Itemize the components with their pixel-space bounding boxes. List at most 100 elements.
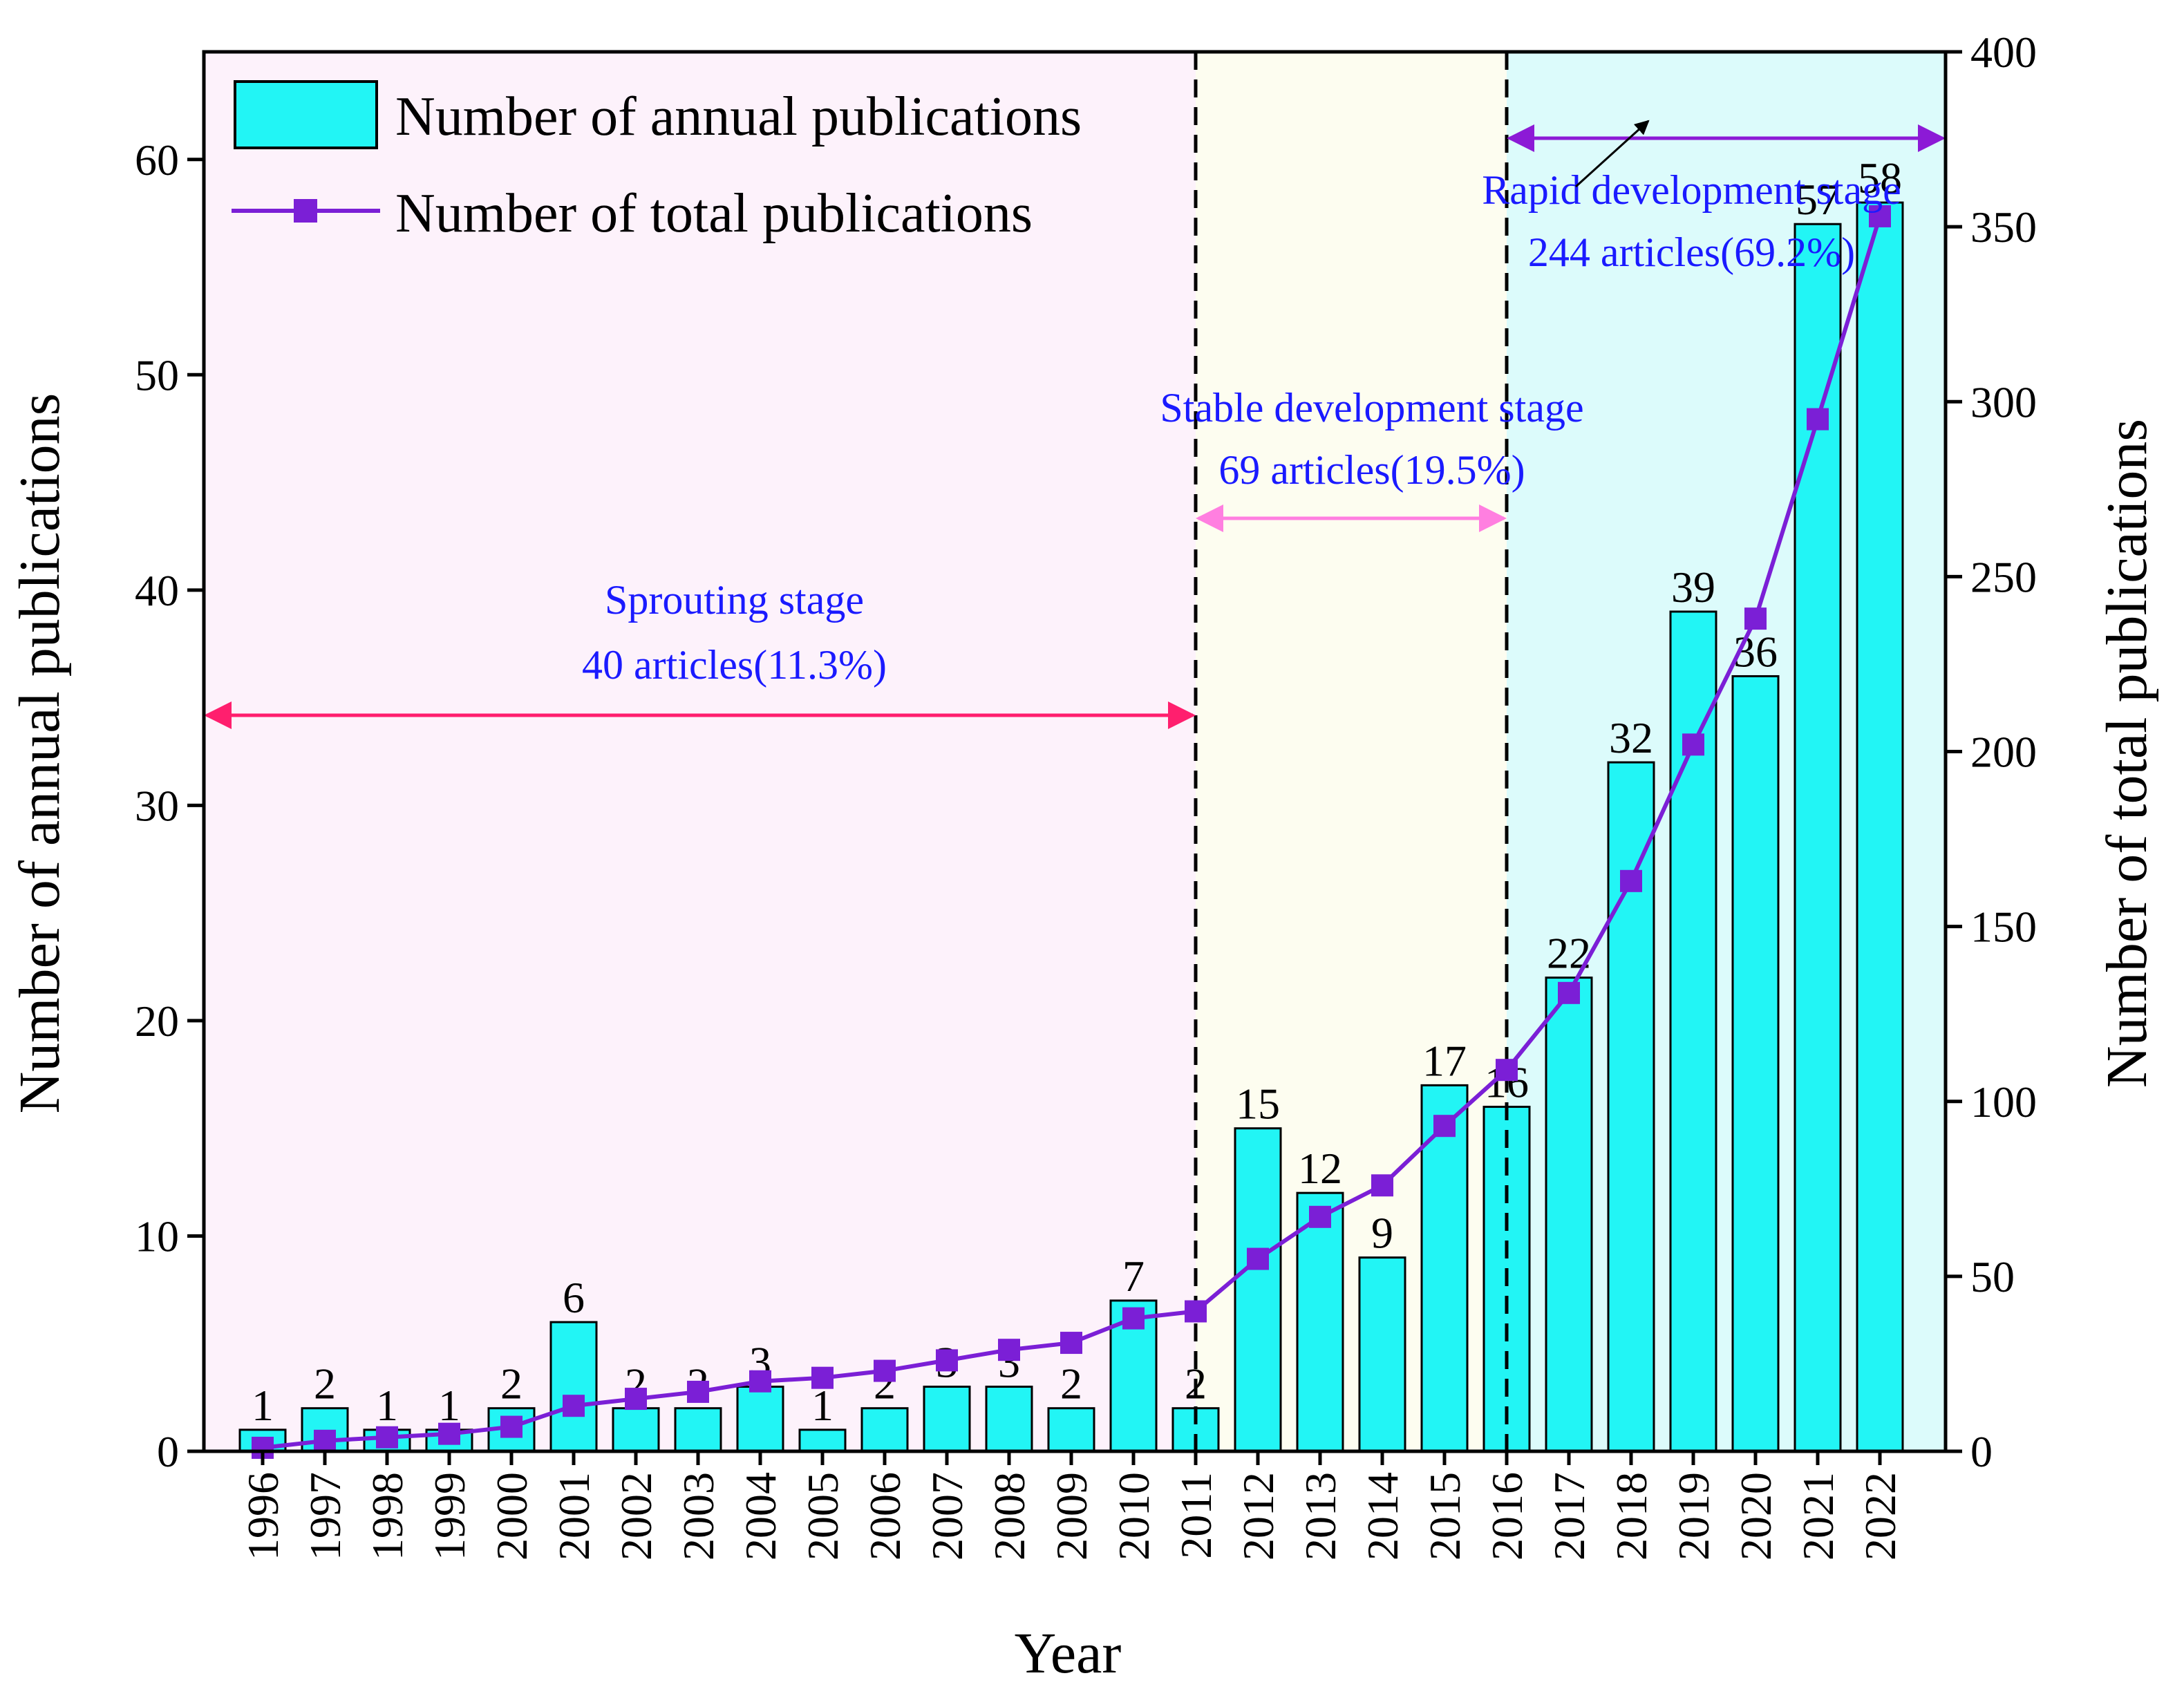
y2-tick-label-250: 250 bbox=[1970, 552, 2037, 601]
bar-2004 bbox=[736, 1386, 784, 1453]
bar-label-2013: 12 bbox=[1298, 1144, 1342, 1193]
total-point-1999 bbox=[438, 1422, 460, 1445]
x-tick-label-2022: 2022 bbox=[1856, 1472, 1905, 1560]
y2-tick-label-400: 400 bbox=[1970, 28, 2037, 77]
stage-title-3: Rapid development stage bbox=[1482, 167, 1901, 213]
bar-label-1996: 1 bbox=[252, 1381, 274, 1430]
x-tick-label-1997: 1997 bbox=[301, 1472, 350, 1560]
x-axis-title: Year bbox=[1015, 1621, 1122, 1686]
total-point-2002 bbox=[625, 1388, 647, 1411]
x-tick-label-2006: 2006 bbox=[860, 1472, 910, 1560]
total-point-2012 bbox=[1247, 1247, 1269, 1270]
x-tick-label-2003: 2003 bbox=[674, 1472, 723, 1560]
bar-2014 bbox=[1358, 1256, 1406, 1453]
x-tick-label-2012: 2012 bbox=[1234, 1472, 1283, 1560]
y2-axis-title: Number of total publications bbox=[2095, 419, 2159, 1088]
x-tick-label-2016: 2016 bbox=[1482, 1472, 1532, 1560]
y-tick-label-10: 10 bbox=[135, 1211, 179, 1261]
total-point-2003 bbox=[687, 1380, 709, 1403]
x-tick-label-2013: 2013 bbox=[1296, 1472, 1345, 1560]
y2-tick-label-150: 150 bbox=[1970, 903, 2037, 952]
x-tick-label-2018: 2018 bbox=[1607, 1472, 1656, 1560]
bar-label-2018: 32 bbox=[1609, 713, 1653, 762]
y2-tick-label-50: 50 bbox=[1970, 1252, 2015, 1301]
total-point-2011 bbox=[1185, 1300, 1207, 1323]
total-point-2013 bbox=[1309, 1205, 1331, 1228]
y-tick-label-30: 30 bbox=[135, 781, 179, 830]
axes: 0 10 20 30 40 50 60 0 50 100 150 200 250 300 350 400 199… bbox=[135, 28, 2037, 1560]
stage-dividers bbox=[1194, 52, 1509, 1451]
x-tick-label-2008: 2008 bbox=[985, 1472, 1034, 1560]
y2-tick-label-100: 100 bbox=[1970, 1077, 2037, 1126]
bar-label-2014: 9 bbox=[1371, 1209, 1393, 1258]
x-tick-label-2021: 2021 bbox=[1794, 1472, 1843, 1560]
y-tick-label-40: 40 bbox=[135, 566, 179, 615]
total-point-2010 bbox=[1122, 1307, 1145, 1330]
bar-label-2019: 39 bbox=[1671, 563, 1715, 612]
y2-tick-label-300: 300 bbox=[1970, 377, 2037, 426]
y-tick-label-50: 50 bbox=[135, 350, 179, 399]
x-tick-label-2017: 2017 bbox=[1545, 1472, 1594, 1560]
annual-bars bbox=[238, 201, 1904, 1453]
total-point-1998 bbox=[376, 1426, 398, 1449]
bar-2008 bbox=[985, 1386, 1033, 1453]
bar-label-2010: 7 bbox=[1122, 1252, 1145, 1301]
total-point-1997 bbox=[314, 1429, 336, 1452]
x-tick-label-2001: 2001 bbox=[549, 1472, 599, 1560]
stage-title-2: Stable development stage bbox=[1160, 385, 1583, 431]
y-axis-title: Number of annual publications bbox=[8, 393, 72, 1114]
legend-bar-swatch bbox=[234, 80, 378, 149]
bar-label-1998: 1 bbox=[376, 1381, 398, 1430]
y2-tick-label-350: 350 bbox=[1970, 202, 2037, 252]
legend-bar-label: Number of annual publications bbox=[395, 86, 1082, 147]
bar-2001 bbox=[549, 1321, 598, 1453]
x-tick-label-2004: 2004 bbox=[736, 1472, 785, 1560]
rapid-stage-pointer bbox=[1574, 120, 1650, 188]
bar-2013 bbox=[1296, 1191, 1344, 1453]
total-point-2020 bbox=[1744, 607, 1767, 630]
bar-label-2015: 17 bbox=[1422, 1036, 1467, 1085]
legend-line-marker bbox=[294, 199, 317, 223]
x-tick-label-2002: 2002 bbox=[612, 1472, 661, 1560]
total-line bbox=[252, 205, 1891, 1459]
y-tick-label-60: 60 bbox=[135, 135, 179, 185]
bar-2005 bbox=[798, 1428, 847, 1453]
bar-label-2012: 15 bbox=[1236, 1079, 1280, 1129]
total-point-2004 bbox=[749, 1370, 771, 1393]
bar-2006 bbox=[860, 1407, 909, 1453]
bar-2009 bbox=[1047, 1407, 1095, 1453]
bar-label-1999: 1 bbox=[438, 1381, 460, 1430]
bar-label-2022: 58 bbox=[1858, 153, 1902, 202]
total-point-2008 bbox=[998, 1339, 1020, 1361]
total-point-2015 bbox=[1433, 1115, 1456, 1138]
total-point-2000 bbox=[500, 1415, 523, 1438]
bar-label-2021: 57 bbox=[1796, 175, 1840, 224]
stage-shade-sprouting bbox=[204, 52, 1196, 1451]
y-tick-label-0: 0 bbox=[157, 1427, 179, 1476]
total-point-2017 bbox=[1558, 981, 1580, 1004]
x-tick-label-1998: 1998 bbox=[363, 1472, 412, 1560]
x-tick-label-2020: 2020 bbox=[1731, 1472, 1780, 1560]
x-tick-label-2009: 2009 bbox=[1047, 1472, 1096, 1560]
total-point-2021 bbox=[1807, 408, 1829, 431]
bar-label-2000: 2 bbox=[500, 1359, 523, 1408]
bar-label-2001: 6 bbox=[563, 1273, 585, 1322]
stage-detail-2: 69 articles(19.5%) bbox=[1218, 447, 1525, 493]
y2-tick-label-200: 200 bbox=[1970, 728, 2037, 777]
x-tick-label-2014: 2014 bbox=[1358, 1472, 1407, 1560]
legend: Number of annual publications Number of t… bbox=[232, 80, 1082, 244]
total-point-2005 bbox=[811, 1366, 834, 1389]
bar-2002 bbox=[612, 1407, 660, 1453]
total-point-2018 bbox=[1620, 869, 1642, 892]
bar-2017 bbox=[1545, 977, 1593, 1453]
x-tick-label-1999: 1999 bbox=[425, 1472, 474, 1560]
total-point-2009 bbox=[1060, 1332, 1082, 1355]
total-point-2006 bbox=[874, 1359, 896, 1382]
total-point-2016 bbox=[1496, 1059, 1518, 1082]
total-point-2014 bbox=[1371, 1174, 1393, 1197]
y-tick-label-20: 20 bbox=[135, 997, 179, 1046]
bar-2020 bbox=[1731, 675, 1780, 1453]
x-tick-label-2007: 2007 bbox=[923, 1472, 972, 1560]
x-tick-label-2010: 2010 bbox=[1109, 1472, 1158, 1560]
